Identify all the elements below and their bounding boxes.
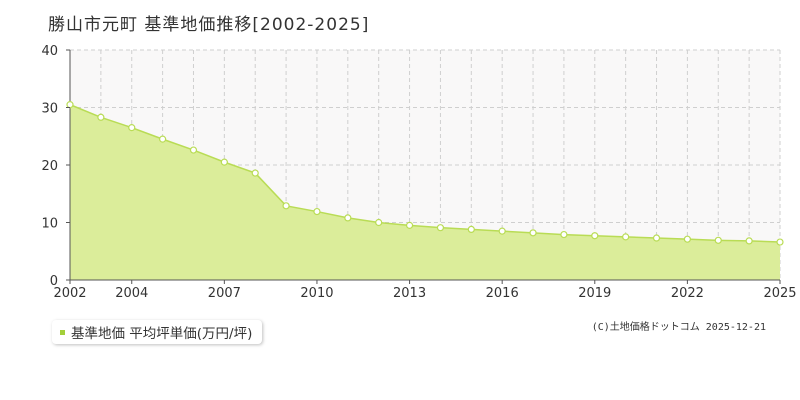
data-point: [251, 169, 259, 177]
y-tick-label: 10: [41, 217, 58, 232]
data-point: [498, 227, 506, 235]
data-point: [97, 113, 105, 121]
data-point: [282, 202, 290, 210]
data-point: [591, 232, 599, 240]
x-tick-label: 2025: [763, 286, 796, 301]
legend-swatch-icon: [60, 329, 65, 335]
data-point: [776, 238, 784, 246]
data-point: [344, 214, 352, 222]
data-point: [436, 224, 445, 232]
x-tick-label: 2019: [578, 286, 611, 301]
legend-label: 基準地価 平均坪単価(万円/坪): [71, 326, 253, 342]
x-tick-label: 2022: [671, 286, 704, 301]
data-point: [467, 225, 475, 233]
data-point: [683, 235, 691, 243]
data-point: [313, 207, 321, 216]
legend: 基準地価 平均坪単価(万円/坪): [52, 320, 263, 344]
x-tick-label: 2002: [53, 286, 86, 301]
y-tick-label: 20: [41, 159, 58, 174]
data-point: [405, 221, 414, 229]
data-point: [745, 237, 753, 245]
data-point: [652, 234, 661, 242]
x-tick-label: 2007: [208, 286, 241, 301]
data-point: [128, 124, 136, 132]
data-point: [529, 229, 537, 237]
data-point: [714, 236, 722, 244]
data-point: [66, 101, 74, 109]
y-tick-label: 0: [50, 274, 58, 289]
copyright-credit: (C)土地価格ドットコム 2025-12-21: [591, 322, 766, 333]
y-tick-label: 30: [41, 102, 58, 117]
x-tick-label: 2016: [486, 286, 519, 301]
data-point: [159, 135, 167, 143]
x-tick-label: 2004: [115, 286, 148, 301]
data-point: [375, 218, 383, 227]
data-point: [622, 233, 630, 241]
series-line: [69, 103, 781, 243]
data-point: [560, 230, 568, 239]
data-point: [189, 146, 198, 154]
x-tick-label: 2013: [393, 286, 426, 301]
chart-title: 勝山市元町 基準地価推移[2002-2025]: [48, 15, 370, 35]
x-tick-label: 2010: [300, 286, 333, 301]
y-tick-label: 40: [41, 44, 58, 59]
data-point: [220, 158, 228, 166]
